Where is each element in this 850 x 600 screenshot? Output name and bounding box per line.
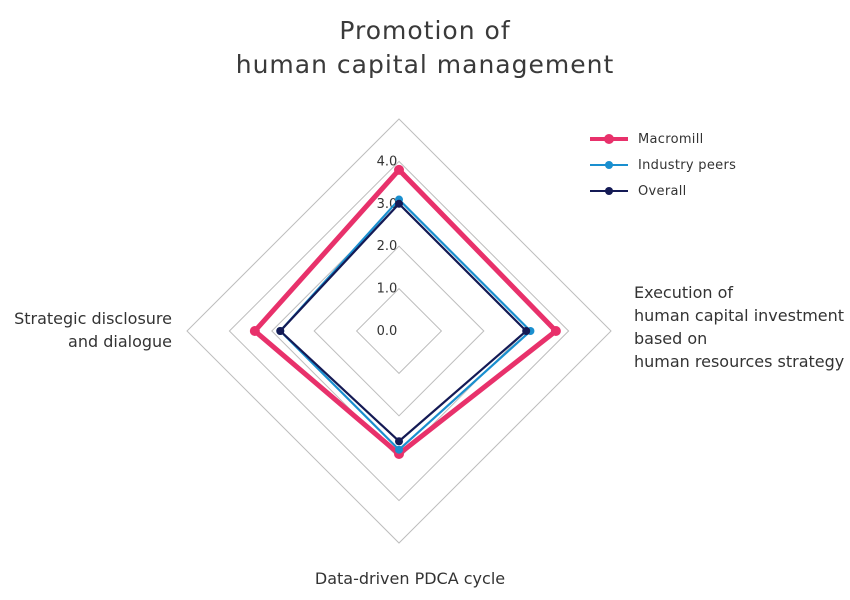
axis-label-bottom: Data-driven PDCA cycle bbox=[300, 567, 520, 590]
legend-swatch-industry-peers bbox=[590, 160, 628, 170]
data-point bbox=[276, 327, 285, 335]
legend-item-macromill[interactable]: Macromill bbox=[590, 126, 736, 152]
chart-title: Promotion of human capital management bbox=[0, 14, 850, 82]
axis-label-right-line-2: human capital investment bbox=[634, 306, 845, 325]
axis-label-left-line-1: Strategic disclosure bbox=[14, 309, 172, 328]
tick-label: 4.0 bbox=[377, 154, 398, 169]
data-point bbox=[550, 326, 561, 336]
axis-label-right: Execution of human capital investment ba… bbox=[634, 281, 844, 373]
series-industry-peers bbox=[276, 195, 535, 454]
series-line bbox=[279, 198, 532, 451]
legend-item-industry-peers[interactable]: Industry peers bbox=[590, 152, 736, 178]
chart-legend: Macromill Industry peers Overall bbox=[590, 126, 736, 204]
grid-ring-5 bbox=[186, 118, 612, 544]
legend-swatch-overall bbox=[590, 186, 628, 196]
tick-label: 1.0 bbox=[377, 282, 398, 297]
chart-title-line-2: human capital management bbox=[235, 50, 615, 79]
data-point bbox=[522, 327, 531, 335]
legend-label-macromill: Macromill bbox=[638, 131, 704, 147]
grid-ring-1 bbox=[355, 287, 443, 375]
data-point bbox=[395, 437, 403, 446]
data-point bbox=[249, 326, 260, 336]
axis-label-right-line-4: human resources strategy bbox=[634, 352, 845, 371]
grid-ring-3 bbox=[271, 203, 527, 459]
data-point bbox=[395, 445, 403, 454]
axis-label-left: Strategic disclosure and dialogue bbox=[14, 307, 172, 353]
legend-swatch-macromill bbox=[590, 134, 628, 144]
series-line bbox=[279, 202, 528, 443]
axis-label-right-line-3: based on bbox=[634, 329, 708, 348]
axis-label-right-line-1: Execution of bbox=[634, 283, 734, 302]
radar-series bbox=[249, 164, 561, 459]
legend-label-industry-peers: Industry peers bbox=[638, 157, 737, 173]
data-point bbox=[395, 199, 403, 208]
axis-label-bottom-line-1: Data-driven PDCA cycle bbox=[314, 569, 506, 588]
data-point bbox=[394, 164, 404, 175]
tick-label: 2.0 bbox=[377, 239, 398, 254]
grid-ring-4 bbox=[228, 160, 570, 502]
tick-label: 0.0 bbox=[377, 324, 398, 339]
legend-item-overall[interactable]: Overall bbox=[590, 178, 736, 204]
series-overall bbox=[276, 199, 531, 446]
legend-label-overall: Overall bbox=[638, 183, 687, 199]
axis-label-left-line-2: and dialogue bbox=[68, 332, 172, 351]
chart-title-line-1: Promotion of bbox=[339, 16, 511, 45]
grid-ring-2 bbox=[313, 245, 485, 417]
